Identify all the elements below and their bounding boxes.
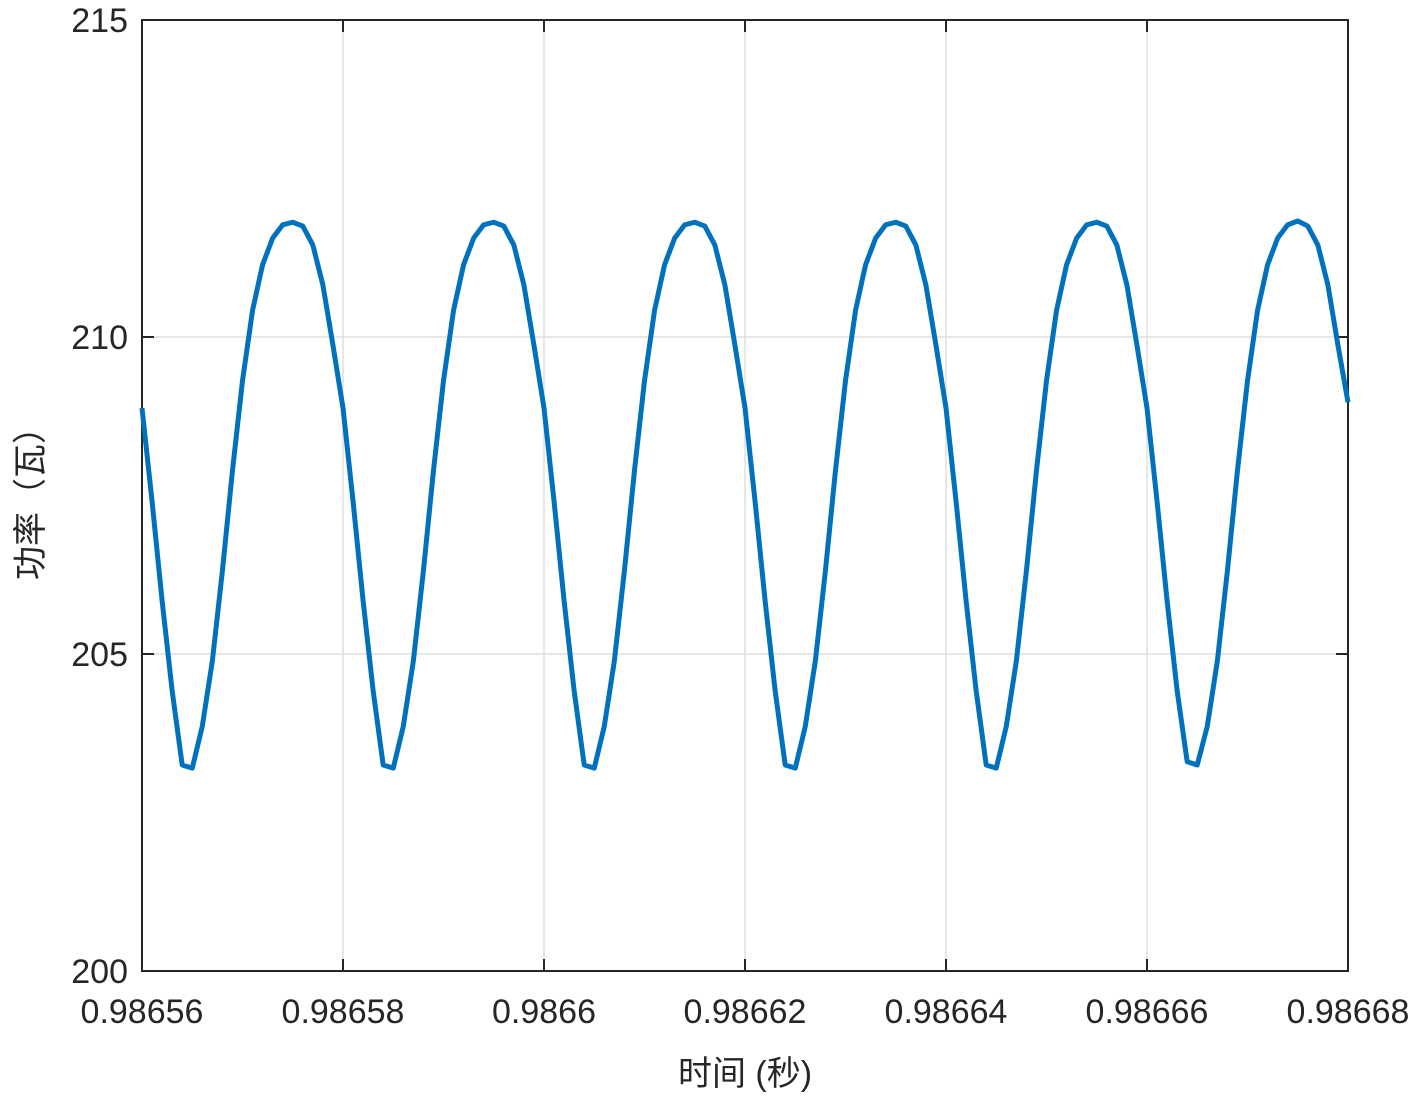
y-tick-label: 215 bbox=[71, 2, 128, 40]
plot-frame bbox=[141, 19, 1349, 972]
x-axis-label: 时间 (秒) bbox=[678, 1055, 812, 1093]
x-tick-label: 0.9866 bbox=[492, 993, 596, 1031]
y-tick-label: 205 bbox=[71, 636, 128, 674]
x-tick-label: 0.98656 bbox=[81, 993, 204, 1031]
x-tick-label: 0.98668 bbox=[1287, 993, 1410, 1031]
x-tick-label: 0.98666 bbox=[1086, 993, 1209, 1031]
y-tick-label: 210 bbox=[71, 319, 128, 357]
x-tick-label: 0.98658 bbox=[282, 993, 405, 1031]
y-axis-label: 功率（瓦） bbox=[12, 410, 50, 580]
data-line bbox=[139, 218, 1351, 771]
x-tick-label: 0.98662 bbox=[684, 993, 807, 1031]
y-tick-label: 200 bbox=[71, 953, 128, 991]
x-tick-label: 0.98664 bbox=[885, 993, 1008, 1031]
